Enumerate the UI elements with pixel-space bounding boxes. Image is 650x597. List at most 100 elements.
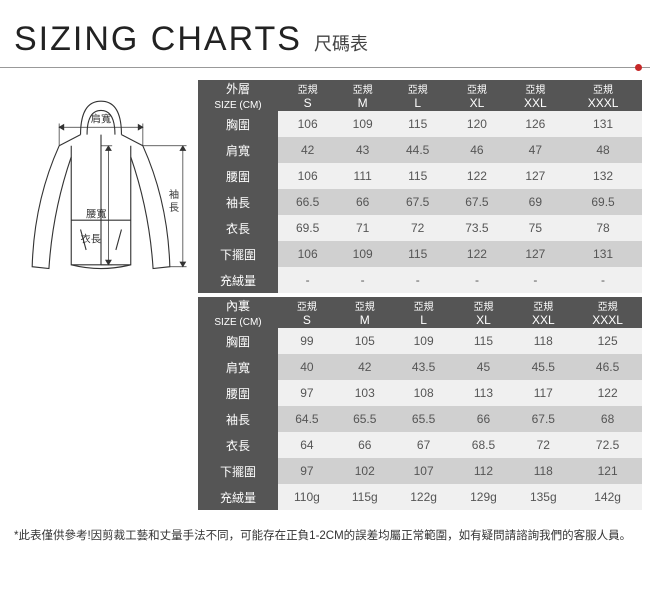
data-cell: 67.5 xyxy=(447,189,506,215)
data-cell: 72 xyxy=(513,432,573,458)
data-cell: 115 xyxy=(388,163,447,189)
data-cell: 64 xyxy=(278,432,336,458)
data-cell: 45 xyxy=(454,354,514,380)
table-row: 胸圍106109115120126131 xyxy=(198,111,642,137)
content: 肩寬 腰寬 衣長 袖 長 外層SIZE (CM)亞規 xyxy=(0,68,650,514)
data-cell: 122 xyxy=(447,163,506,189)
data-cell: - xyxy=(337,267,388,293)
data-cell: 78 xyxy=(564,215,642,241)
size-col-XXL: 亞規XXL xyxy=(507,80,565,111)
data-cell: - xyxy=(447,267,506,293)
size-col-XXXL: 亞規XXXL xyxy=(564,80,642,111)
data-cell: 105 xyxy=(336,328,394,354)
row-label: 充絨量 xyxy=(198,484,278,510)
data-cell: 131 xyxy=(564,111,642,137)
row-label: 袖長 xyxy=(198,189,278,215)
table-header-label: 外層SIZE (CM) xyxy=(198,80,278,111)
data-cell: 42 xyxy=(336,354,394,380)
label-bodylen: 衣長 xyxy=(81,233,101,246)
row-label: 衣長 xyxy=(198,215,278,241)
data-cell: 135g xyxy=(513,484,573,510)
size-col-L: 亞規L xyxy=(388,80,447,111)
label-waist: 腰寬 xyxy=(86,207,106,220)
data-cell: 102 xyxy=(336,458,394,484)
data-cell: 112 xyxy=(454,458,514,484)
label-sleeve-2: 長 xyxy=(169,202,179,214)
data-cell: 69.5 xyxy=(278,215,337,241)
size-col-XXL: 亞規XXL xyxy=(513,297,573,328)
data-cell: 109 xyxy=(337,241,388,267)
data-cell: 42 xyxy=(278,137,337,163)
table-row: 腰圍106111115122127132 xyxy=(198,163,642,189)
size-col-S: 亞規S xyxy=(278,80,337,111)
data-cell: 48 xyxy=(564,137,642,163)
row-label: 肩寬 xyxy=(198,354,278,380)
data-cell: 109 xyxy=(394,328,454,354)
data-cell: 66.5 xyxy=(278,189,337,215)
size-col-XL: 亞規XL xyxy=(447,80,506,111)
data-cell: 47 xyxy=(507,137,565,163)
tables-container: 外層SIZE (CM)亞規S亞規M亞規L亞規XL亞規XXL亞規XXXL胸圍106… xyxy=(198,80,642,514)
data-cell: 132 xyxy=(564,163,642,189)
data-cell: 122 xyxy=(573,380,642,406)
data-cell: 106 xyxy=(278,241,337,267)
data-cell: 107 xyxy=(394,458,454,484)
data-cell: 73.5 xyxy=(447,215,506,241)
footnote: *此表僅供參考!因剪裁工藝和丈量手法不同，可能存在正負1-2CM的誤差均屬正常範… xyxy=(0,514,650,555)
size-col-XL: 亞規XL xyxy=(454,297,514,328)
row-label: 腰圍 xyxy=(198,163,278,189)
data-cell: 71 xyxy=(337,215,388,241)
data-cell: 115 xyxy=(388,241,447,267)
title-zh: 尺碼表 xyxy=(314,30,368,56)
data-cell: 106 xyxy=(278,163,337,189)
row-label: 下擺圍 xyxy=(198,458,278,484)
data-cell: 103 xyxy=(336,380,394,406)
data-cell: 129g xyxy=(454,484,514,510)
table-row: 衣長69.5717273.57578 xyxy=(198,215,642,241)
data-cell: - xyxy=(507,267,565,293)
size-table-1: 內裏SIZE (CM)亞規S亞規M亞規L亞規XL亞規XXL亞規XXXL胸圍991… xyxy=(198,297,642,510)
table-row: 肩寬424344.5464748 xyxy=(198,137,642,163)
table-row: 充絨量110g115g122g129g135g142g xyxy=(198,484,642,510)
row-label: 袖長 xyxy=(198,406,278,432)
data-cell: 115 xyxy=(454,328,514,354)
data-cell: 115 xyxy=(388,111,447,137)
data-cell: 122g xyxy=(394,484,454,510)
label-shoulder: 肩寬 xyxy=(91,113,111,126)
size-col-S: 亞規S xyxy=(278,297,336,328)
data-cell: 111 xyxy=(337,163,388,189)
data-cell: 109 xyxy=(337,111,388,137)
row-label: 充絨量 xyxy=(198,267,278,293)
data-cell: 46.5 xyxy=(573,354,642,380)
data-cell: 72 xyxy=(388,215,447,241)
data-cell: 142g xyxy=(573,484,642,510)
data-cell: 65.5 xyxy=(394,406,454,432)
data-cell: 131 xyxy=(564,241,642,267)
size-col-XXXL: 亞規XXXL xyxy=(573,297,642,328)
data-cell: 120 xyxy=(447,111,506,137)
data-cell: 106 xyxy=(278,111,337,137)
table-row: 袖長66.56667.567.56969.5 xyxy=(198,189,642,215)
data-cell: 118 xyxy=(513,458,573,484)
data-cell: 43.5 xyxy=(394,354,454,380)
data-cell: 122 xyxy=(447,241,506,267)
size-table-0: 外層SIZE (CM)亞規S亞規M亞規L亞規XL亞規XXL亞規XXXL胸圍106… xyxy=(198,80,642,293)
size-col-M: 亞規M xyxy=(336,297,394,328)
data-cell: 66 xyxy=(454,406,514,432)
data-cell: 127 xyxy=(507,163,565,189)
data-cell: 115g xyxy=(336,484,394,510)
data-cell: 72.5 xyxy=(573,432,642,458)
row-label: 胸圍 xyxy=(198,111,278,137)
data-cell: 68.5 xyxy=(454,432,514,458)
row-label: 腰圍 xyxy=(198,380,278,406)
data-cell: 45.5 xyxy=(513,354,573,380)
row-label: 下擺圍 xyxy=(198,241,278,267)
data-cell: 99 xyxy=(278,328,336,354)
table-row: 袖長64.565.565.56667.568 xyxy=(198,406,642,432)
data-cell: 66 xyxy=(337,189,388,215)
data-cell: 127 xyxy=(507,241,565,267)
data-cell: 126 xyxy=(507,111,565,137)
data-cell: 110g xyxy=(278,484,336,510)
data-cell: 67.5 xyxy=(388,189,447,215)
data-cell: 40 xyxy=(278,354,336,380)
